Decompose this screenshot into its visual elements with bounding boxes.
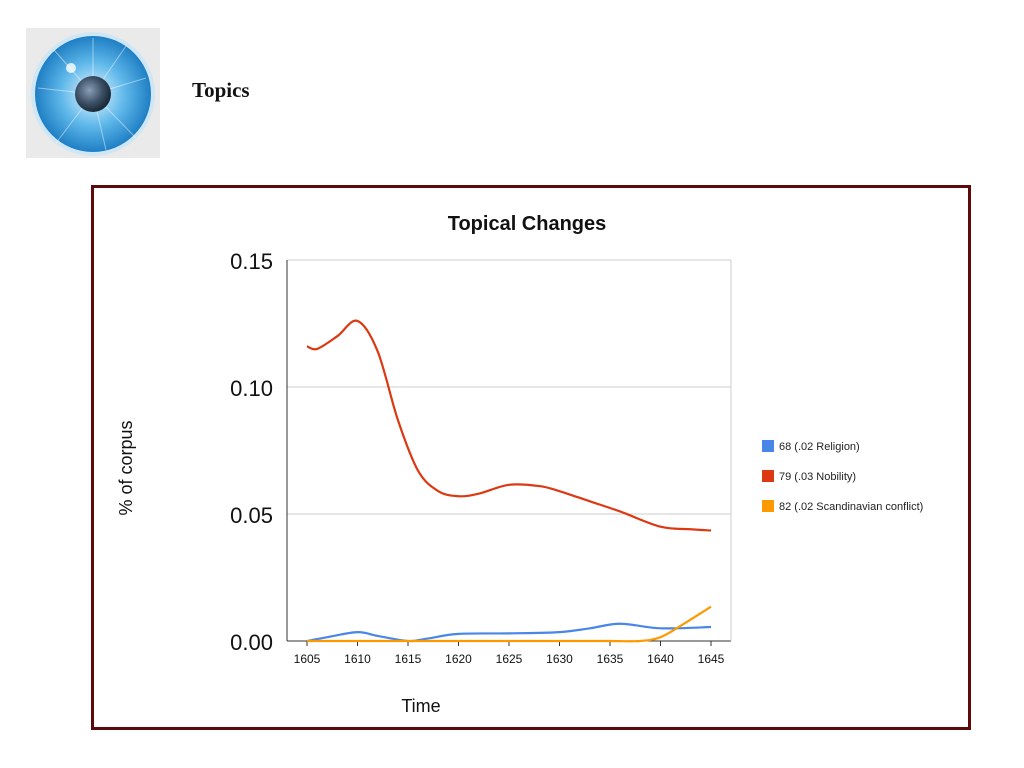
x-tick-label: 1605 — [294, 652, 321, 666]
y-tick-label: 0.05 — [230, 503, 273, 528]
x-tick-label: 1635 — [597, 652, 624, 666]
x-tick-label: 1615 — [395, 652, 422, 666]
legend-label: 79 (.03 Nobility) — [779, 471, 856, 483]
legend-swatch — [762, 470, 774, 482]
x-tick-label: 1625 — [496, 652, 523, 666]
x-tick-label: 1640 — [647, 652, 674, 666]
legend-swatch — [762, 500, 774, 512]
y-tick-label: 0.15 — [230, 249, 273, 274]
legend-label: 68 (.02 Religion) — [779, 441, 860, 453]
x-tick-label: 1645 — [698, 652, 725, 666]
legend-label: 82 (.02 Scandinavian conflict) — [779, 501, 923, 513]
chart-frame: 0.00 0.05 0.10 0.15 1605 1610 1615 1620 1625 163… — [91, 185, 971, 730]
y-tick-label: 0.00 — [230, 630, 273, 655]
line-chart: 0.00 0.05 0.10 0.15 1605 1610 1615 1620 1625 163… — [116, 213, 923, 716]
page-title: Topics — [192, 78, 250, 102]
logo — [26, 28, 160, 158]
series-line-1 — [306, 319, 712, 532]
series-line-0 — [306, 622, 712, 643]
x-tick-label: 1620 — [445, 652, 472, 666]
x-tick-label: 1630 — [546, 652, 573, 666]
x-axis-label: Time — [401, 696, 440, 716]
series-line-2 — [307, 605, 712, 643]
y-tick-label: 0.10 — [230, 376, 273, 401]
y-axis-label: % of corpus — [116, 420, 136, 515]
legend-swatch — [762, 440, 774, 452]
x-tick-label: 1610 — [344, 652, 371, 666]
eye-iris-icon — [31, 32, 155, 156]
chart-title: Topical Changes — [448, 213, 607, 235]
